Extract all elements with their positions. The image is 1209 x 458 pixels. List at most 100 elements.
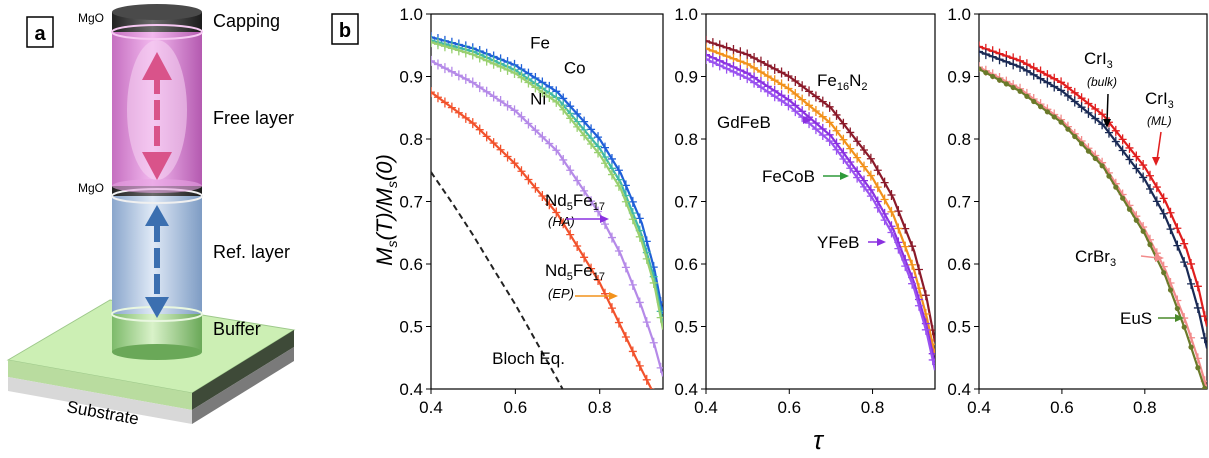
marker-fecob bbox=[839, 134, 848, 145]
marker-ni bbox=[566, 113, 575, 124]
marker-nd5fe17-ep bbox=[587, 263, 596, 274]
marker-cri3-ml bbox=[1139, 160, 1148, 171]
marker-eus bbox=[1099, 163, 1105, 169]
y-tick-label: 0.8 bbox=[947, 130, 971, 149]
marker-cri3-bulk bbox=[1077, 102, 1086, 113]
y-tick-label: 0.9 bbox=[674, 68, 698, 87]
marker-cri3-bulk bbox=[1002, 56, 1011, 67]
marker-cri3-ml bbox=[1063, 82, 1072, 93]
marker-fecob bbox=[846, 143, 855, 154]
annotation-co: Co bbox=[564, 58, 586, 77]
marker-nd5fe17-ha bbox=[656, 362, 663, 373]
marker-cri3-ml bbox=[1146, 170, 1154, 181]
marker-yfeb bbox=[887, 227, 896, 238]
marker-yfeb bbox=[839, 154, 848, 164]
x-tick-label: 0.4 bbox=[694, 398, 718, 417]
marker-cri3-bulk bbox=[979, 46, 983, 57]
marker-eus bbox=[1202, 385, 1207, 389]
marker-eus bbox=[1174, 305, 1180, 312]
pointer-arrows bbox=[566, 93, 1184, 322]
marker-ni bbox=[431, 37, 435, 48]
marker-ni bbox=[489, 58, 498, 69]
marker-nd5fe17-ep bbox=[653, 388, 655, 389]
marker-yfeb bbox=[873, 202, 882, 213]
marker-yfeb bbox=[777, 95, 786, 106]
marker-cri3-bulk bbox=[1016, 61, 1025, 72]
y-tick-label: 0.5 bbox=[947, 318, 971, 337]
x-tick-label: 0.6 bbox=[504, 398, 528, 417]
marker-yfeb bbox=[825, 136, 834, 147]
y-tick-label: 0.9 bbox=[947, 68, 971, 87]
marker-eus bbox=[1079, 141, 1085, 147]
marker-ni bbox=[510, 68, 519, 78]
capping-top bbox=[112, 4, 202, 20]
marker-nd5fe17-ep bbox=[461, 112, 470, 123]
marker-cri3-ml bbox=[1200, 311, 1207, 322]
marker-ni bbox=[496, 61, 505, 72]
label-cri3-ml-tag: (ML) bbox=[1147, 114, 1172, 128]
marker-cri3-ml bbox=[1173, 223, 1182, 234]
marker-eus bbox=[1140, 228, 1146, 234]
y-tick-label: 0.7 bbox=[674, 193, 698, 212]
marker-ni bbox=[635, 231, 644, 242]
ref-layer-label: Ref. layer bbox=[213, 242, 290, 262]
marker-ni bbox=[482, 55, 491, 66]
series-nd5fe17-ha bbox=[431, 55, 663, 377]
x-tick-label: 0.8 bbox=[588, 398, 612, 417]
marker-cri3-bulk bbox=[1193, 302, 1202, 313]
marker-nd5fe17-ha bbox=[601, 219, 609, 230]
panel-a-label-box bbox=[26, 16, 54, 48]
marker-nd5fe17-ep bbox=[503, 151, 512, 162]
y-tick-label: 1.0 bbox=[674, 5, 698, 24]
marker-nd5fe17-ha bbox=[454, 70, 463, 81]
marker-nd5fe17-ep bbox=[559, 218, 568, 229]
marker-fe16n2 bbox=[729, 44, 738, 55]
marker-nd5fe17-ep bbox=[601, 288, 609, 299]
marker-fe16n2 bbox=[743, 49, 752, 60]
marker-ni bbox=[475, 52, 484, 63]
label-yfeb: YFeB bbox=[817, 233, 860, 252]
marker-fecob bbox=[887, 206, 896, 217]
marker-ni bbox=[594, 147, 603, 158]
series-line-fecob bbox=[706, 47, 935, 355]
marker-fecob bbox=[777, 79, 786, 90]
marker-nd5fe17-ep bbox=[621, 332, 630, 342]
marker-yfeb bbox=[908, 278, 917, 289]
marker-fe16n2 bbox=[756, 56, 765, 67]
panel-b-label: b bbox=[339, 20, 351, 42]
marker-nd5fe17-ep bbox=[447, 102, 456, 113]
marker-eus bbox=[990, 73, 996, 80]
marker-yfeb bbox=[715, 60, 724, 71]
marker-fe bbox=[601, 142, 609, 153]
marker-ni bbox=[503, 64, 512, 75]
marker-cri3-ml bbox=[1152, 182, 1161, 193]
marker-nd5fe17-ha bbox=[580, 185, 589, 196]
marker-eus bbox=[1195, 365, 1201, 371]
capping-label: Capping bbox=[213, 11, 280, 31]
marker-crbr3 bbox=[979, 62, 983, 73]
annotation-fe: Fe bbox=[530, 33, 550, 52]
marker-cri3-bulk bbox=[1091, 113, 1100, 124]
series-fe16n2 bbox=[706, 35, 935, 343]
marker-ni bbox=[628, 214, 637, 225]
marker-nd5fe17-ep bbox=[642, 374, 651, 385]
marker-nd5fe17-ha bbox=[517, 111, 526, 122]
marker-eus bbox=[1051, 114, 1057, 120]
marker-eus bbox=[1181, 324, 1187, 330]
marker-yfeb bbox=[750, 77, 759, 88]
y-axis-label: Ms(T)/Ms(0) bbox=[372, 154, 400, 266]
marker-cri3-bulk bbox=[1187, 278, 1196, 289]
x-tick-label: 0.8 bbox=[1133, 398, 1157, 417]
marker-nd5fe17-ha bbox=[621, 262, 630, 273]
marker-nd5fe17-ha bbox=[566, 165, 575, 176]
series-line-cri3-bulk bbox=[979, 50, 1207, 349]
marker-yfeb bbox=[880, 215, 889, 226]
marker-fe16n2 bbox=[777, 67, 786, 78]
marker-cri3-ml bbox=[1132, 151, 1141, 162]
panel-b: b Ms(T)/Ms(0) τ 0.40.50.60.70.80.91.00.4… bbox=[331, 5, 1208, 455]
marker-nd5fe17-ha bbox=[482, 86, 491, 97]
x-tick-label: 0.6 bbox=[777, 398, 801, 417]
marker-fecob bbox=[825, 117, 834, 128]
marker-cri3-ml bbox=[1084, 98, 1093, 109]
y-tick-label: 0.4 bbox=[399, 380, 423, 399]
